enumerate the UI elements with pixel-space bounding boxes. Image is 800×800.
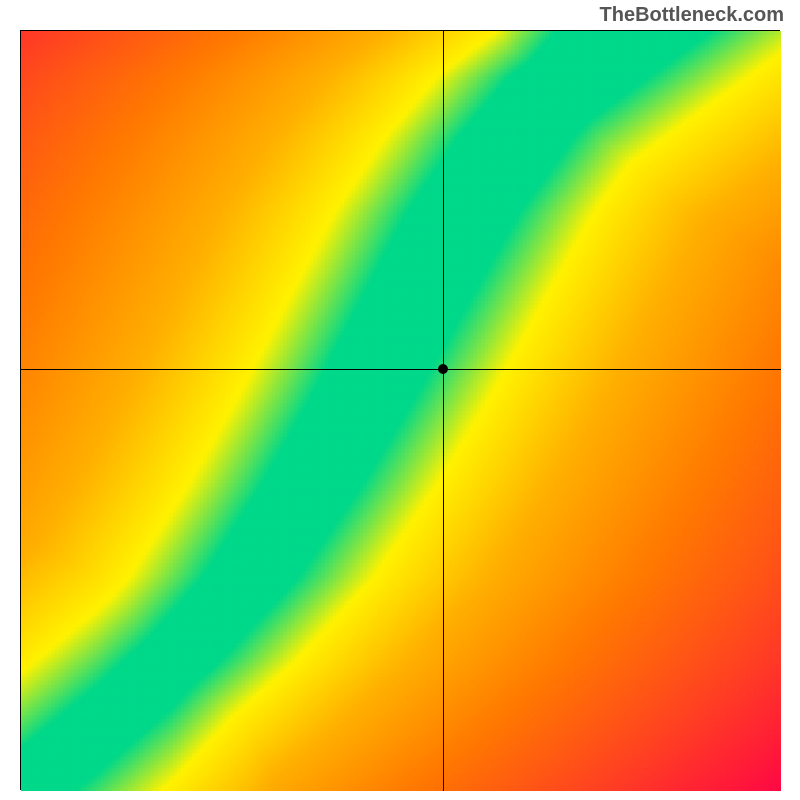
crosshair-marker [438,364,448,374]
heatmap-canvas [21,31,781,791]
crosshair-vertical [443,31,444,791]
chart-container: TheBottleneck.com [0,0,800,800]
crosshair-horizontal [21,369,781,370]
heatmap-plot [20,30,780,790]
watermark-text: TheBottleneck.com [600,4,784,27]
